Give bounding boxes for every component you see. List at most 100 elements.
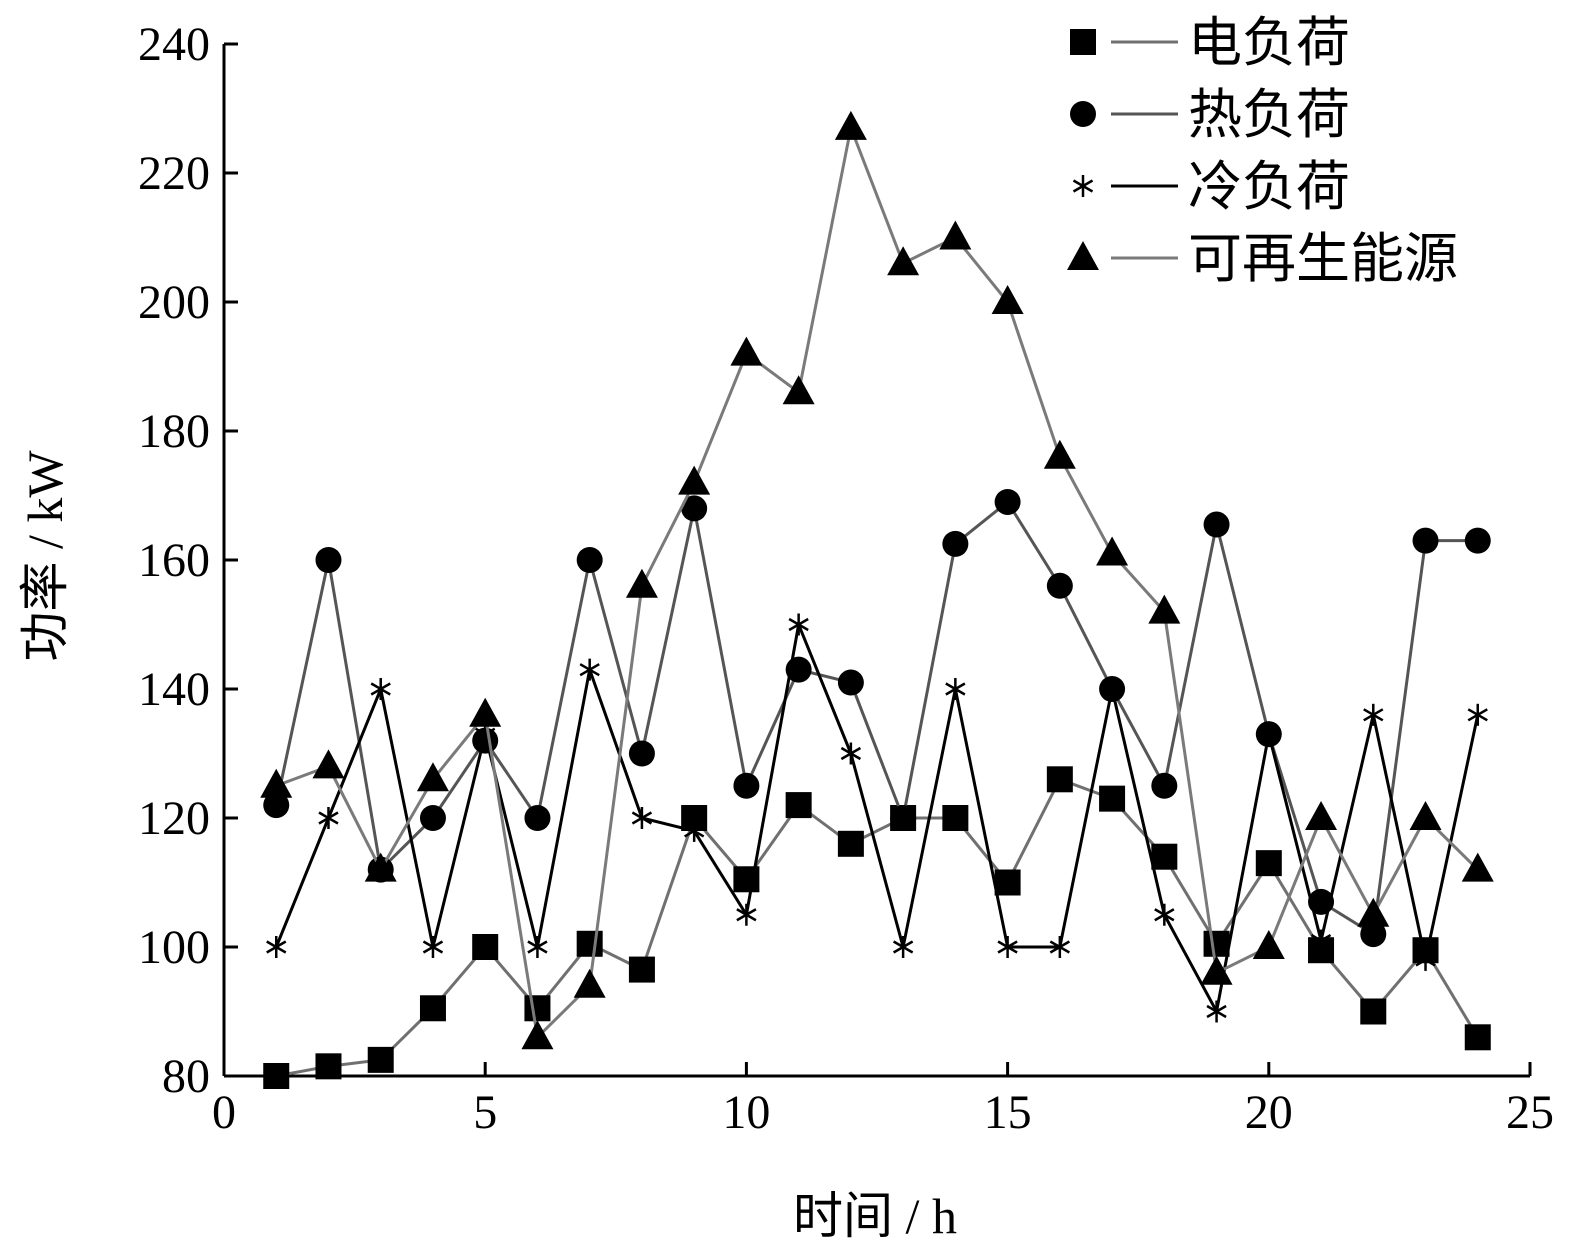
y-tick-label: 160 bbox=[138, 534, 210, 587]
data-point bbox=[1363, 703, 1384, 726]
legend-marker bbox=[1070, 101, 1096, 127]
data-point bbox=[1467, 703, 1488, 726]
data-point bbox=[521, 1020, 554, 1050]
data-point bbox=[367, 1046, 394, 1073]
data-point bbox=[628, 740, 655, 767]
data-point bbox=[475, 723, 496, 746]
data-point bbox=[631, 807, 653, 829]
data-point bbox=[1357, 897, 1390, 927]
star-stroke bbox=[318, 811, 339, 825]
data-point bbox=[524, 805, 551, 831]
series-layer bbox=[260, 110, 1494, 1089]
star-stroke bbox=[266, 940, 287, 954]
legend-item: 可再生能源 bbox=[1067, 229, 1458, 289]
x-tick-label: 15 bbox=[984, 1086, 1032, 1139]
star-stroke bbox=[788, 617, 809, 632]
data-point bbox=[625, 568, 658, 598]
star-stroke bbox=[1363, 708, 1384, 722]
star-stroke bbox=[1258, 727, 1279, 741]
data-point bbox=[370, 678, 391, 700]
data-point bbox=[887, 246, 920, 276]
data-point bbox=[266, 936, 287, 958]
data-point bbox=[834, 110, 867, 140]
data-point bbox=[997, 936, 1018, 958]
data-point bbox=[1148, 594, 1181, 624]
legend-label: 冷负荷 bbox=[1188, 157, 1350, 217]
data-point bbox=[1409, 801, 1442, 830]
data-point bbox=[312, 749, 345, 779]
data-point bbox=[419, 995, 446, 1022]
data-point bbox=[1203, 930, 1230, 957]
star-stroke bbox=[1072, 179, 1094, 193]
data-point bbox=[1096, 536, 1129, 566]
y-tick-label: 240 bbox=[138, 18, 210, 71]
data-point bbox=[576, 930, 603, 957]
data-point bbox=[1151, 772, 1178, 799]
y-tick-label: 80 bbox=[162, 1050, 210, 1103]
data-point bbox=[678, 465, 711, 495]
y-tick-label: 120 bbox=[138, 792, 210, 845]
data-point bbox=[318, 807, 339, 829]
legend-marker bbox=[1072, 175, 1094, 197]
star-stroke bbox=[1206, 1004, 1227, 1019]
x-tick-label: 5 bbox=[473, 1086, 497, 1139]
star-stroke bbox=[422, 940, 444, 954]
star-stroke bbox=[579, 663, 600, 677]
data-point bbox=[684, 819, 705, 842]
y-tick-label: 200 bbox=[138, 276, 210, 329]
data-point bbox=[1464, 527, 1491, 554]
y-tick-label: 220 bbox=[138, 147, 210, 200]
data-point bbox=[260, 768, 293, 798]
data-point bbox=[681, 495, 708, 522]
star-stroke bbox=[1467, 708, 1488, 722]
star-stroke bbox=[684, 824, 705, 838]
star-stroke bbox=[1101, 682, 1123, 696]
data-point bbox=[1043, 439, 1076, 469]
data-point bbox=[782, 375, 815, 405]
data-point bbox=[945, 678, 966, 700]
data-point bbox=[1101, 678, 1123, 700]
data-point bbox=[1412, 527, 1439, 554]
data-point bbox=[1046, 766, 1073, 793]
x-tick-label: 0 bbox=[212, 1086, 236, 1139]
data-point bbox=[573, 968, 606, 998]
x-axis-title: 时间 / h bbox=[793, 1188, 957, 1244]
series-line bbox=[274, 499, 1478, 937]
data-point bbox=[788, 613, 809, 636]
star-stroke bbox=[736, 908, 757, 922]
data-point bbox=[736, 903, 757, 926]
data-point bbox=[422, 936, 444, 958]
data-point bbox=[472, 934, 499, 960]
series-3 bbox=[266, 613, 1488, 1023]
star-stroke bbox=[1154, 908, 1175, 922]
legend-label: 电负荷 bbox=[1188, 13, 1350, 73]
data-point bbox=[892, 936, 914, 958]
y-tick-label: 180 bbox=[138, 405, 210, 458]
data-point bbox=[1252, 930, 1285, 959]
data-point bbox=[315, 547, 342, 573]
star-stroke bbox=[370, 682, 391, 696]
data-point bbox=[1049, 936, 1070, 958]
star-stroke bbox=[997, 940, 1018, 954]
data-point bbox=[579, 658, 600, 681]
data-point bbox=[364, 852, 397, 882]
data-point bbox=[527, 936, 548, 958]
data-point bbox=[1360, 921, 1387, 948]
data-point bbox=[837, 669, 864, 696]
axes: 80 100 120 140 160 180 200 220 240 0 5 10 15 20 25 bbox=[138, 18, 1554, 1139]
data-point bbox=[524, 995, 551, 1022]
data-point bbox=[1415, 948, 1436, 971]
y-axis-title: 功率 / kW bbox=[17, 450, 73, 662]
data-point bbox=[942, 530, 969, 557]
star-stroke bbox=[945, 682, 966, 696]
series-1 bbox=[263, 766, 1491, 1089]
data-point bbox=[939, 220, 972, 250]
data-point bbox=[469, 697, 502, 727]
data-point bbox=[1461, 852, 1494, 882]
legend-marker bbox=[1070, 29, 1096, 55]
legend-item: 热负荷 bbox=[1070, 85, 1350, 145]
data-point bbox=[419, 805, 446, 831]
y-tick-label: 100 bbox=[138, 921, 210, 974]
data-point bbox=[1154, 903, 1175, 926]
x-tick-label: 20 bbox=[1245, 1086, 1293, 1139]
